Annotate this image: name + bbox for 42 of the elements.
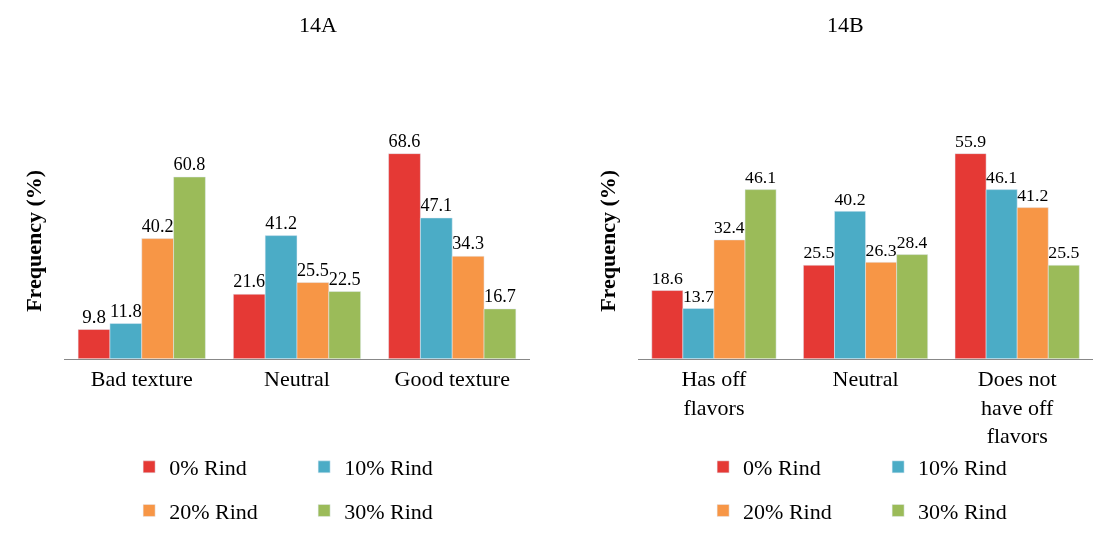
data-label: 11.8 (109, 299, 142, 321)
data-label: 25.5 (297, 259, 329, 280)
legend-label: 20% Rind (169, 499, 258, 525)
data-label: 28.4 (896, 231, 928, 252)
data-label: 60.8 (173, 154, 206, 175)
legend-label: 20% Rind (743, 499, 832, 525)
y-axis-title: Frequency (%) (20, 169, 46, 312)
data-label: 41.2 (1017, 184, 1049, 205)
data-label: 40.2 (141, 215, 174, 236)
data-label: 55.9 (955, 130, 987, 151)
legend-label: 10% Rind (344, 455, 433, 481)
data-label: 22.5 (328, 268, 361, 289)
legend-label: 30% Rind (344, 499, 433, 525)
chart-title: 14A (299, 12, 337, 37)
data-label: 25.5 (803, 242, 835, 263)
y-axis-title: Frequency (%) (594, 169, 620, 312)
data-label: 47.1 (420, 195, 453, 216)
data-label: 41.2 (265, 212, 297, 233)
x-tick-label: Has off flavors (681, 366, 748, 420)
data-label: 40.2 (834, 188, 866, 209)
legend-label: 0% Rind (169, 455, 247, 481)
data-label: 9.8 (82, 305, 106, 327)
x-tick-label: Bad texture (90, 366, 193, 392)
legend-label: 10% Rind (918, 455, 1007, 481)
data-label: 46.1 (745, 166, 777, 187)
data-label: 18.6 (651, 267, 683, 288)
data-label: 68.6 (388, 130, 421, 151)
legend-label: 0% Rind (743, 455, 821, 481)
x-tick-label: Neutral (264, 366, 330, 392)
data-label: 25.5 (1048, 242, 1080, 263)
data-label: 34.3 (452, 233, 485, 254)
chart-title: 14B (827, 12, 864, 37)
data-label: 21.6 (233, 271, 266, 292)
x-tick-label: Good texture (394, 366, 510, 392)
data-label: 13.7 (682, 285, 715, 306)
data-label: 16.7 (484, 286, 516, 307)
data-label: 26.3 (865, 239, 897, 260)
x-tick-label: Neutral (832, 366, 899, 392)
legend-label: 30% Rind (918, 499, 1007, 525)
data-label: 32.4 (713, 217, 745, 238)
data-label: 46.1 (986, 166, 1018, 187)
x-tick-label: Does not have off flavors (977, 366, 1057, 449)
